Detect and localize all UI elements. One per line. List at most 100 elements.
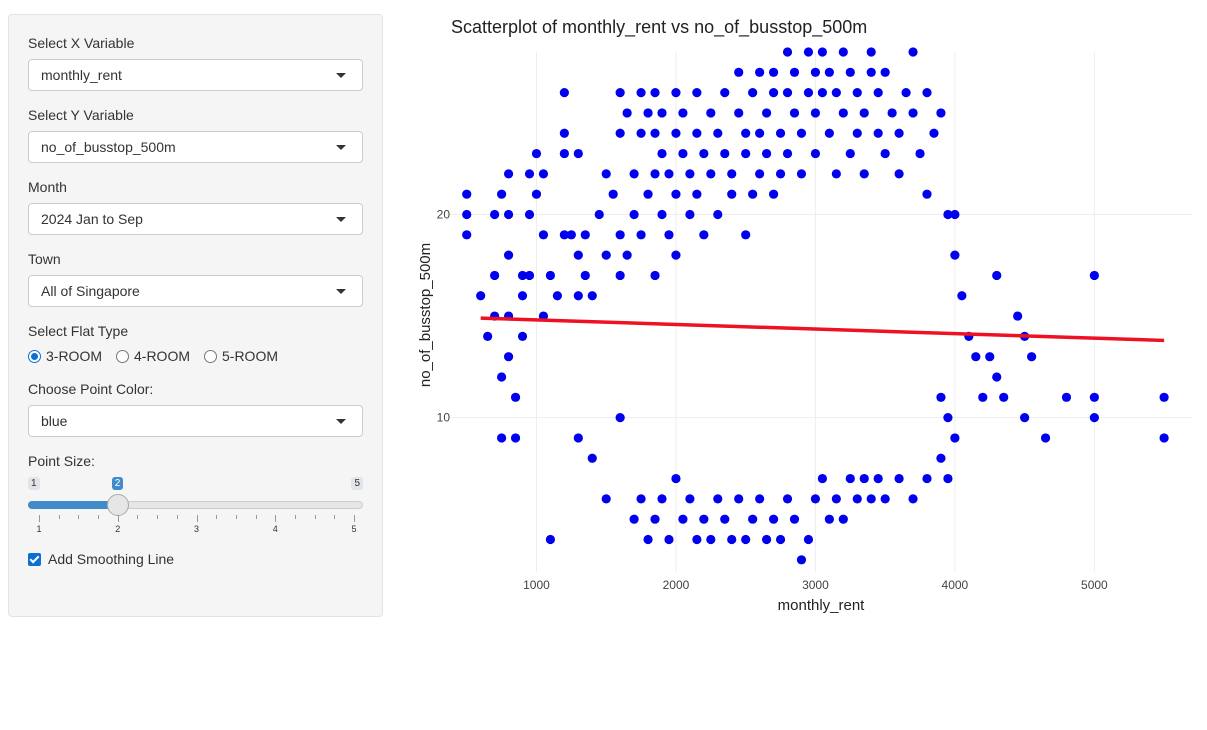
town-select[interactable]: All of Singapore [28, 275, 363, 307]
data-point [657, 108, 667, 118]
data-point [636, 128, 646, 138]
point-color-value: blue [41, 413, 68, 429]
data-point [817, 473, 827, 484]
data-point [748, 514, 758, 524]
data-point [671, 189, 681, 199]
data-point [517, 291, 528, 301]
data-point [657, 148, 667, 159]
data-point [845, 67, 855, 77]
slider-tick [334, 515, 336, 519]
data-point [894, 128, 904, 138]
radio-button[interactable] [204, 349, 217, 363]
data-point [894, 473, 904, 484]
data-point [503, 250, 514, 260]
data-point [517, 331, 528, 341]
data-point [497, 189, 507, 199]
data-point [490, 209, 500, 220]
town-label: Town [28, 251, 61, 267]
data-point [748, 189, 758, 199]
data-point [859, 108, 869, 118]
flat-type-option-3-room[interactable]: 3-ROOM [28, 348, 102, 364]
data-point [524, 209, 535, 220]
data-point [803, 88, 814, 98]
data-point [748, 88, 758, 98]
data-point [838, 108, 848, 118]
data-point [755, 494, 765, 504]
data-points [462, 47, 1169, 565]
data-point [838, 514, 848, 524]
data-point [782, 494, 793, 504]
slider-tick [255, 515, 257, 519]
y-tick-label: 20 [437, 208, 451, 222]
data-point [908, 47, 918, 57]
data-point [887, 108, 897, 118]
data-point [817, 88, 827, 98]
slider-fill [28, 501, 118, 509]
slider-tick [137, 515, 139, 519]
data-point [636, 494, 646, 504]
radio-label: 3-ROOM [46, 348, 102, 364]
data-point [699, 230, 709, 240]
data-point [915, 148, 925, 159]
data-point [734, 67, 744, 77]
slider-tick-label: 4 [272, 524, 278, 534]
smoothing-line-label: Add Smoothing Line [48, 551, 175, 567]
data-point [545, 270, 556, 281]
data-point [580, 270, 590, 281]
data-point [734, 494, 744, 504]
smoothing-line-checkbox[interactable]: Add Smoothing Line [28, 551, 363, 567]
slider-tick-label: 1 [36, 524, 42, 534]
x-variable-select[interactable]: monthly_rent [28, 59, 363, 91]
data-point [573, 250, 583, 260]
data-point [950, 433, 960, 443]
data-point [664, 534, 674, 545]
data-point [650, 270, 660, 281]
y-variable-select[interactable]: no_of_busstop_500m [28, 131, 363, 163]
data-point [462, 189, 472, 199]
smoothing-line-layer [480, 316, 1165, 343]
data-point [1061, 392, 1072, 402]
data-point [957, 291, 967, 301]
data-point [755, 169, 765, 179]
flat-type-option-5-room[interactable]: 5-ROOM [204, 348, 278, 364]
y-tick-label: 10 [437, 411, 451, 425]
data-point [643, 189, 653, 199]
data-point [538, 169, 549, 179]
data-point [531, 148, 542, 159]
data-point [741, 128, 751, 138]
checkbox-checked-icon[interactable] [28, 552, 41, 566]
data-point [741, 230, 751, 240]
data-point [831, 88, 841, 98]
data-point [559, 128, 569, 138]
radio-button[interactable] [116, 349, 129, 363]
data-point [615, 413, 625, 423]
data-point [664, 169, 674, 179]
data-point [720, 88, 730, 98]
data-point [985, 352, 995, 362]
data-point [503, 352, 514, 362]
point-color-select[interactable]: blue [28, 405, 363, 437]
data-point [796, 128, 807, 138]
chevron-down-icon [336, 419, 346, 424]
smoothing-line [480, 316, 1165, 343]
data-point [852, 88, 862, 98]
x-tick-label: 2000 [663, 578, 690, 592]
month-select[interactable]: 2024 Jan to Sep [28, 203, 363, 235]
data-point [824, 514, 834, 524]
slider-tick [235, 515, 237, 519]
chevron-down-icon [336, 73, 346, 78]
point-size-slider[interactable]: 1 2 5 1 2 3 4 5 [28, 477, 363, 541]
data-point [1159, 392, 1169, 402]
data-point [629, 209, 639, 220]
data-point [706, 108, 716, 118]
town-value: All of Singapore [41, 283, 140, 299]
slider-handle[interactable] [106, 494, 129, 516]
data-point [601, 494, 611, 504]
chart-title: Scatterplot of monthly_rent vs no_of_bus… [451, 17, 867, 38]
data-point [559, 148, 569, 159]
radio-button[interactable] [28, 349, 41, 363]
x-axis-title: monthly_rent [778, 597, 866, 614]
data-point [936, 453, 946, 463]
data-point [615, 230, 625, 240]
flat-type-option-4-room[interactable]: 4-ROOM [116, 348, 190, 364]
